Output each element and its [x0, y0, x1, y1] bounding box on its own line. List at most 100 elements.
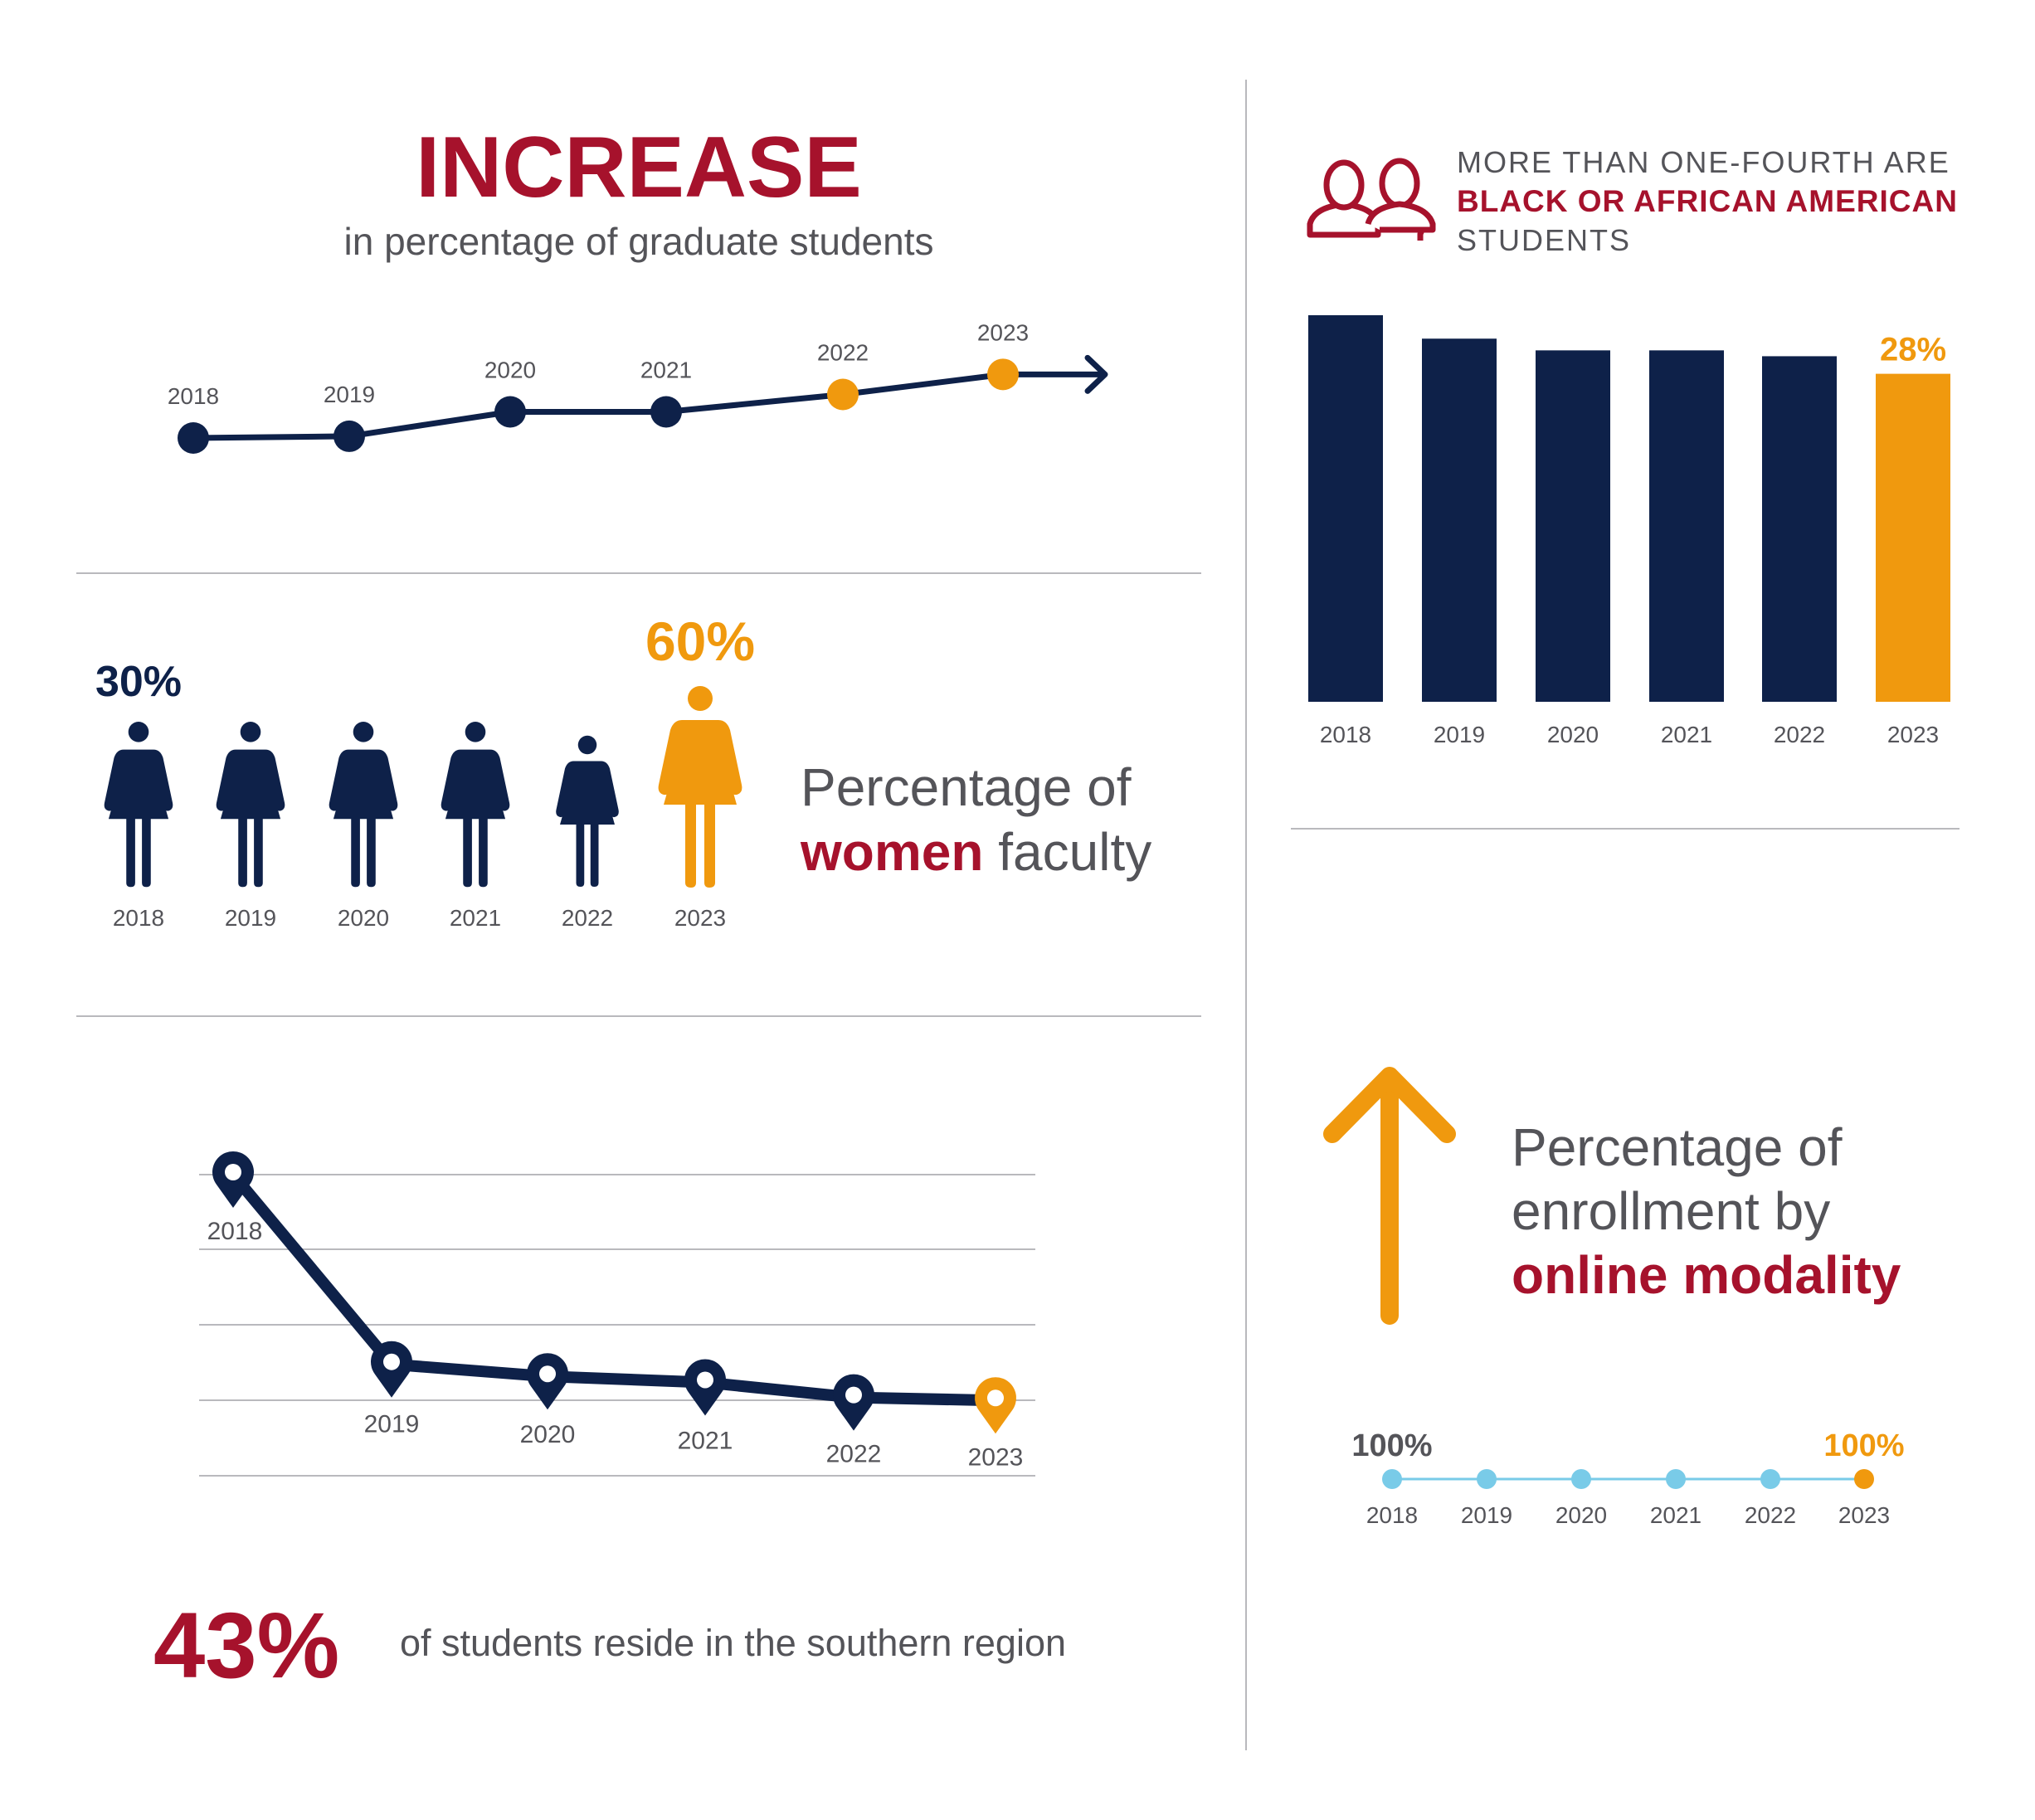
south-caption: of students reside in the southern regio…: [400, 1622, 1066, 1664]
south-pin-dot-2022: [845, 1386, 862, 1404]
online-value-2018: 100%: [1351, 1428, 1432, 1463]
black-year-2020: 2020: [1547, 722, 1599, 747]
graduate-point-2018: [178, 422, 209, 454]
black-year-2018: 2018: [1320, 722, 1371, 747]
south-year-2018: 2018: [207, 1218, 263, 1245]
online-section: Percentage of enrollment by online modal…: [1323, 1067, 1905, 1528]
south-pin-dot-2019: [383, 1353, 400, 1370]
women-label-bold: women: [800, 822, 983, 882]
woman-figure-2021: [441, 722, 510, 888]
woman-body-2022: [556, 761, 619, 887]
woman-head-2020: [353, 722, 374, 742]
online-point-2021: [1666, 1469, 1686, 1489]
increase-subtitle: in percentage of graduate students: [344, 220, 934, 263]
graduate-arrowhead: [1084, 354, 1108, 394]
south-pin-2019: [371, 1341, 412, 1398]
women-label-line1: Percentage of: [801, 757, 1132, 817]
black-year-2023: 2023: [1887, 722, 1939, 747]
online-year-2018: 2018: [1366, 1502, 1418, 1528]
women-year-2023: 2023: [674, 905, 726, 931]
women-year-2019: 2019: [225, 905, 276, 931]
black-bar-2018: [1308, 315, 1383, 702]
woman-head-2022: [577, 735, 597, 755]
south-year-2020: 2020: [520, 1421, 576, 1448]
south-year-2021: 2021: [678, 1427, 733, 1454]
online-line1: Percentage of: [1512, 1117, 1843, 1177]
south-pin-dot-2018: [225, 1164, 241, 1180]
woman-body-2023: [658, 720, 742, 888]
women-label-line2: women faculty: [800, 822, 1151, 882]
black-year-2022: 2022: [1774, 722, 1825, 747]
south-year-2019: 2019: [364, 1411, 420, 1438]
south-pin-2023: [975, 1377, 1016, 1434]
online-value-2023: 100%: [1823, 1428, 1904, 1463]
black-value-2023: 28%: [1880, 332, 1946, 368]
black-year-2021: 2021: [1661, 722, 1712, 747]
graduate-year-2021: 2021: [640, 358, 692, 383]
graduate-point-2021: [650, 396, 682, 428]
south-year-2022: 2022: [826, 1441, 882, 1468]
graduate-year-2019: 2019: [324, 382, 375, 407]
south-section: 2018 2019 2020 2021 2022 2023 43% of students…: [153, 1151, 1066, 1697]
online-year-2020: 2020: [1555, 1502, 1607, 1528]
women-section: 2018 30% 2019 2020 2021 2022 2023 60% Percentag…: [95, 611, 1151, 931]
graduate-section: INCREASE in percentage of graduate stude…: [168, 119, 1108, 454]
graduate-line-chart: 2018 2019 2020 2021 2022 2023: [168, 319, 1108, 454]
women-year-2018: 2018: [113, 905, 164, 931]
graduate-year-2020: 2020: [484, 358, 536, 383]
women-faculty-chart: 2018 30% 2019 2020 2021 2022 2023 60%: [95, 611, 755, 931]
woman-head-2019: [240, 722, 261, 742]
online-modality-chart: 2018 100% 2019 2020 2021 2022 2023 100%: [1351, 1428, 1904, 1528]
south-series-line: [227, 1169, 1001, 1407]
south-pin-dot-2020: [539, 1365, 556, 1383]
woman-body-2018: [104, 749, 173, 888]
black-line1: MORE THAN ONE-FOURTH ARE: [1457, 145, 1950, 179]
woman-figure-2020: [329, 722, 398, 888]
south-year-2023: 2023: [968, 1443, 1024, 1471]
women-label-rest: faculty: [983, 822, 1151, 882]
online-year-2019: 2019: [1461, 1502, 1512, 1528]
black-bar-2021: [1649, 350, 1724, 702]
people-icon: [1307, 158, 1436, 241]
black-bar-2020: [1536, 350, 1610, 702]
south-big-value: 43%: [153, 1594, 339, 1697]
south-pin-2020: [527, 1353, 568, 1410]
women-year-2020: 2020: [338, 905, 389, 931]
graduate-point-2022: [827, 378, 859, 411]
woman-body-2020: [329, 749, 398, 888]
southern-region-chart: 2018 2019 2020 2021 2022 2023: [207, 1151, 1024, 1471]
online-point-2022: [1760, 1469, 1780, 1489]
woman-figure-2018: [104, 722, 173, 888]
woman-head-2021: [465, 722, 486, 742]
online-line2: enrollment by: [1512, 1181, 1830, 1241]
south-pin-2021: [684, 1359, 726, 1416]
black-bar-2019: [1422, 338, 1497, 702]
south-gridlines: [199, 1174, 1035, 1477]
south-pin-dot-2023: [987, 1389, 1004, 1407]
woman-figure-2019: [216, 722, 285, 888]
woman-figure-2022: [556, 735, 619, 887]
south-pin-2022: [833, 1374, 874, 1431]
up-arrow-icon: [1323, 1067, 1456, 1325]
online-point-2020: [1571, 1469, 1591, 1489]
woman-body-2019: [216, 749, 285, 888]
south-pin-dot-2021: [697, 1371, 713, 1389]
women-value-2018: 30%: [95, 658, 182, 706]
graduate-year-2018: 2018: [168, 383, 219, 409]
women-year-2021: 2021: [450, 905, 501, 931]
black-section: MORE THAN ONE-FOURTH ARE BLACK OR AFRICA…: [1307, 145, 1958, 747]
black-year-2019: 2019: [1434, 722, 1485, 747]
graduate-year-2023: 2023: [977, 319, 1029, 345]
online-point-2019: [1477, 1469, 1497, 1489]
women-value-2023: 60%: [645, 611, 755, 672]
graduate-point-2019: [333, 420, 365, 452]
graduate-year-2022: 2022: [817, 340, 869, 366]
black-line3: STUDENTS: [1457, 223, 1631, 257]
black-line2: BLACK OR AFRICAN AMERICAN: [1457, 184, 1958, 218]
online-year-2021: 2021: [1650, 1502, 1702, 1528]
online-year-2023: 2023: [1838, 1502, 1890, 1528]
online-point-2023: [1854, 1469, 1874, 1489]
black-students-bar-chart: 2018 2019 2020 2021 2022 2023 28%: [1308, 315, 1950, 747]
woman-head-2023: [688, 686, 713, 711]
